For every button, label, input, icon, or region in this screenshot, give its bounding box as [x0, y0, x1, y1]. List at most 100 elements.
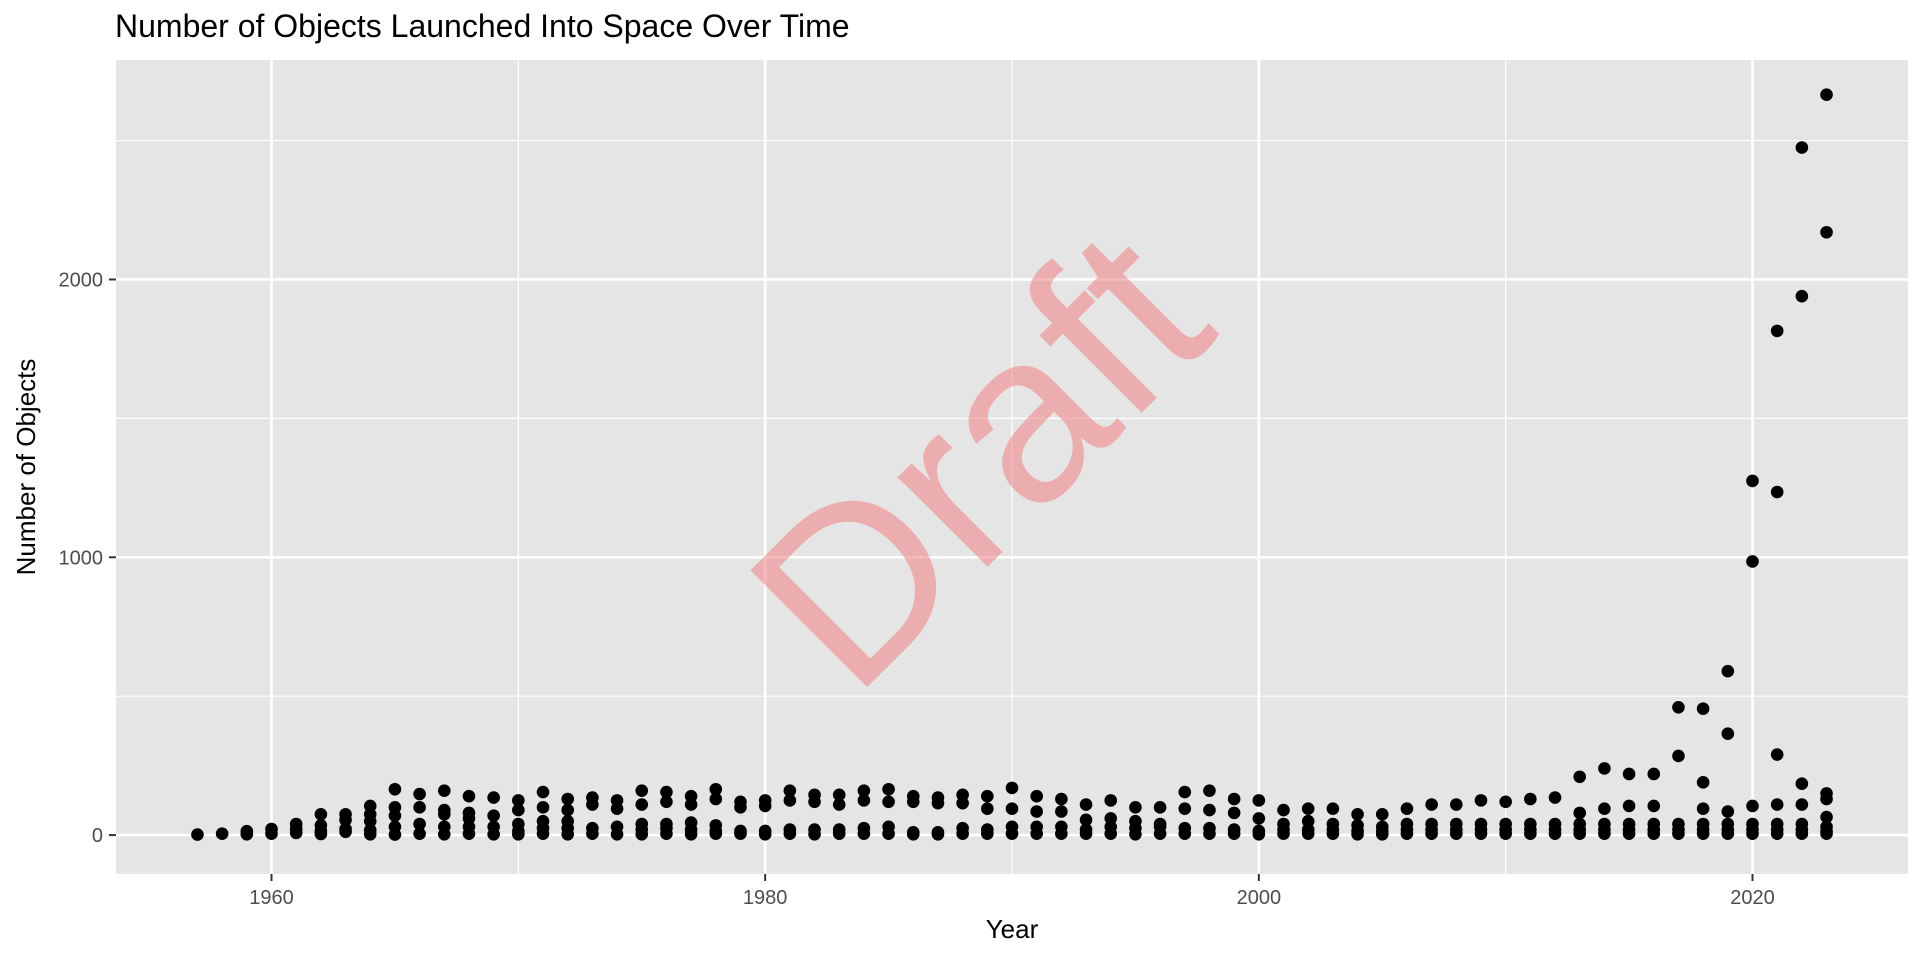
data-point	[981, 802, 994, 816]
data-point	[561, 792, 575, 806]
data-point	[1301, 814, 1315, 828]
data-point	[1820, 88, 1833, 102]
data-point	[462, 789, 476, 803]
data-point	[1696, 702, 1710, 715]
data-point	[1400, 802, 1414, 816]
data-point	[1746, 474, 1759, 488]
data-point	[1005, 781, 1019, 795]
x-tick-label: 2000	[1237, 887, 1282, 909]
data-point	[339, 822, 352, 836]
data-point	[1005, 820, 1019, 834]
data-point	[1746, 555, 1759, 568]
data-point	[536, 801, 550, 814]
data-point	[857, 784, 871, 797]
data-point	[832, 823, 846, 836]
data-point	[413, 801, 426, 814]
data-point	[660, 785, 673, 799]
data-point	[684, 816, 698, 829]
data-point	[1721, 664, 1735, 678]
data-point	[1795, 289, 1809, 303]
data-point	[610, 794, 624, 807]
data-point	[1524, 792, 1537, 806]
data-point	[363, 823, 377, 837]
data-point	[339, 807, 352, 821]
data-point	[1721, 817, 1735, 831]
data-point	[265, 822, 278, 836]
data-point	[1622, 817, 1636, 831]
x-axis-label: Year	[986, 914, 1039, 944]
data-point	[1227, 792, 1241, 806]
data-point	[1005, 802, 1019, 816]
data-point	[758, 794, 772, 807]
data-point	[487, 809, 500, 822]
data-point	[783, 784, 797, 797]
data-point	[1252, 824, 1266, 838]
data-point	[1055, 792, 1068, 806]
data-point	[1425, 817, 1438, 831]
data-point	[857, 794, 871, 807]
data-point	[1622, 799, 1636, 813]
data-point	[1227, 806, 1241, 820]
data-point	[635, 798, 649, 811]
data-point	[388, 820, 402, 834]
data-point	[783, 823, 797, 836]
data-point	[1573, 806, 1587, 820]
data-point	[1153, 817, 1167, 831]
data-point	[1301, 802, 1315, 816]
data-point	[1598, 817, 1611, 831]
data-point	[487, 820, 500, 834]
data-point	[857, 821, 871, 835]
data-point	[1721, 727, 1735, 741]
data-point	[882, 820, 895, 834]
data-point	[1573, 770, 1587, 784]
data-point	[388, 782, 402, 796]
data-point	[931, 791, 945, 804]
data-point	[808, 788, 821, 802]
data-point	[1178, 821, 1192, 835]
data-point	[1030, 820, 1043, 834]
data-points	[191, 88, 1833, 841]
data-point	[512, 817, 525, 831]
data-point	[1696, 817, 1710, 831]
data-point	[1252, 794, 1266, 807]
data-point	[1227, 823, 1241, 836]
data-point	[956, 788, 969, 802]
data-point	[1252, 812, 1266, 825]
data-point	[413, 787, 426, 801]
data-point	[1178, 802, 1192, 816]
data-point	[289, 817, 303, 831]
data-point	[1795, 777, 1809, 791]
data-point	[660, 817, 673, 831]
data-point	[1770, 817, 1784, 831]
data-point	[1548, 791, 1562, 804]
data-point	[1449, 798, 1463, 811]
data-point	[1770, 485, 1784, 499]
data-point	[1746, 817, 1759, 831]
y-axis: 0 1000 2000	[59, 269, 116, 847]
data-point	[314, 807, 328, 821]
data-point	[1178, 785, 1192, 799]
data-point	[413, 817, 426, 831]
data-point	[734, 795, 747, 809]
data-point	[388, 801, 402, 814]
data-point	[1326, 802, 1340, 816]
data-point	[1104, 812, 1118, 825]
data-point	[1203, 784, 1216, 797]
data-point	[906, 789, 920, 803]
data-point	[783, 794, 797, 807]
data-point	[1672, 817, 1685, 831]
data-point	[363, 799, 377, 813]
data-point	[1351, 807, 1364, 821]
data-point	[1795, 798, 1809, 811]
data-point	[314, 819, 328, 832]
data-point	[832, 788, 846, 802]
data-point	[512, 803, 525, 817]
data-point	[1425, 798, 1438, 811]
data-point	[561, 803, 575, 817]
data-point	[586, 821, 599, 835]
data-point	[1153, 801, 1167, 814]
y-tick-label: 0	[92, 825, 103, 847]
data-point	[1820, 820, 1833, 834]
data-point	[512, 794, 525, 807]
